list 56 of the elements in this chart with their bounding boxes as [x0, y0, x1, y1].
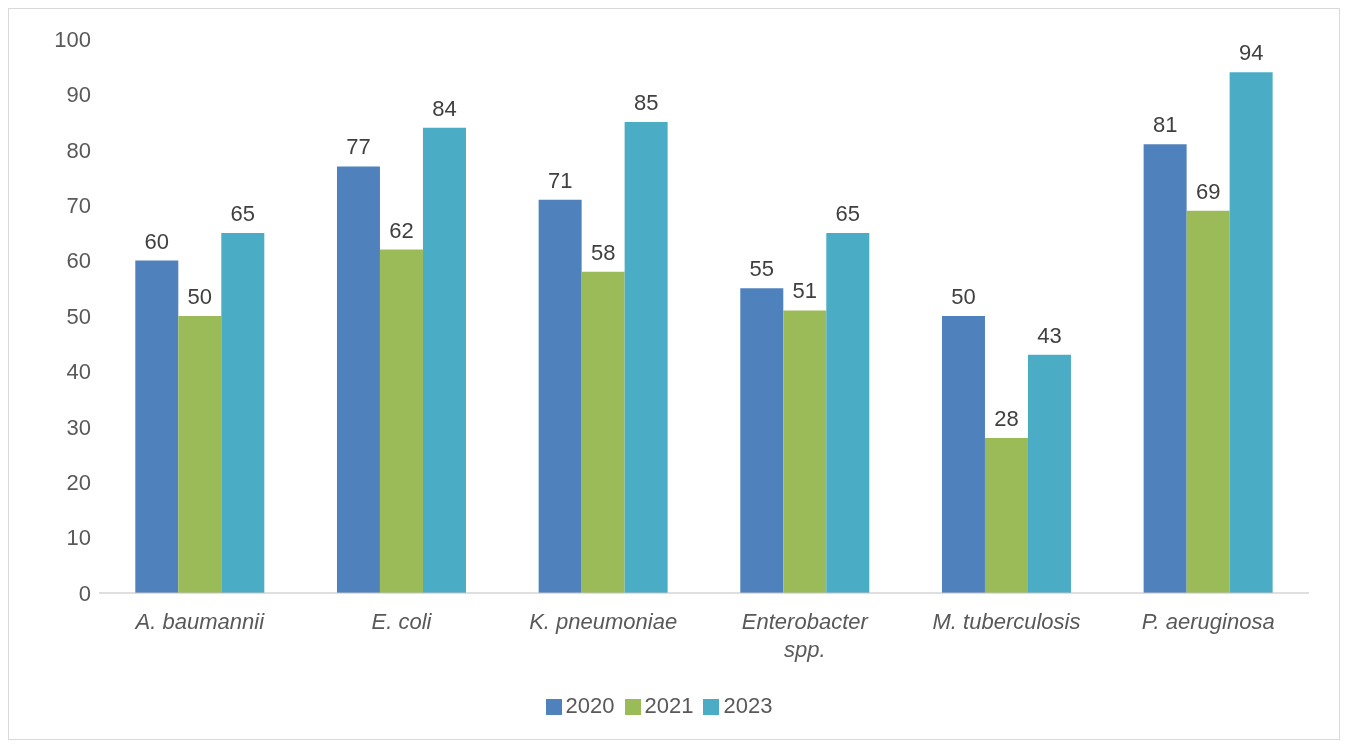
bar [624, 122, 668, 593]
data-label: 71 [547, 167, 573, 193]
x-tick-label: P. aeruginosa [1141, 609, 1275, 634]
bar [740, 288, 784, 593]
data-label: 85 [633, 90, 659, 116]
y-tick-label: 30 [66, 414, 91, 440]
bar [538, 199, 582, 593]
bar [1229, 72, 1273, 593]
x-tick-label: A. baumannii [133, 609, 266, 634]
data-label: 51 [792, 278, 818, 304]
data-label: 69 [1195, 178, 1221, 204]
data-label: 94 [1238, 40, 1264, 66]
y-tick-label: 100 [54, 26, 91, 52]
data-label: 55 [749, 256, 775, 282]
bar [379, 249, 423, 593]
y-tick-label: 60 [66, 248, 91, 274]
data-label: 81 [1152, 112, 1178, 138]
y-tick-label: 10 [66, 525, 91, 551]
x-tick-label: E. coli [371, 609, 433, 634]
bar [422, 127, 466, 593]
data-label: 62 [389, 217, 414, 243]
y-tick-label: 50 [66, 303, 91, 329]
data-label: 60 [144, 228, 170, 254]
y-tick-label: 80 [66, 137, 91, 163]
bar [1143, 144, 1187, 593]
y-tick-label: 0 [78, 580, 91, 606]
bar [221, 232, 265, 593]
x-tick-label: K. pneumoniae [529, 609, 678, 634]
data-label: 77 [346, 134, 371, 160]
bar [178, 316, 222, 593]
bar [941, 316, 985, 593]
bar [984, 437, 1028, 593]
bar [581, 271, 625, 593]
x-tick-label: M. tuberculosis [932, 609, 1081, 634]
bar [783, 310, 827, 593]
data-label: 84 [432, 95, 457, 121]
y-tick-label: 40 [66, 359, 91, 385]
legend-label: 2023 [723, 693, 773, 718]
data-label: 28 [994, 405, 1019, 431]
bar [1186, 210, 1230, 593]
legend-label: 2020 [565, 693, 615, 718]
bar [1027, 354, 1071, 593]
bar [336, 166, 380, 593]
y-tick-label: 20 [66, 470, 91, 496]
data-label: 50 [951, 284, 976, 309]
data-label: 58 [590, 239, 616, 265]
bar [135, 260, 179, 593]
data-label: 50 [187, 284, 213, 309]
data-label: 65 [835, 200, 861, 226]
y-tick-label: 90 [66, 82, 91, 108]
data-label: 43 [1037, 322, 1062, 348]
data-label: 65 [230, 200, 256, 226]
y-tick-label: 70 [66, 193, 91, 219]
x-tick-label: Enterobacter spp. [741, 609, 870, 662]
legend-label: 2021 [644, 693, 694, 718]
bar [826, 232, 870, 593]
